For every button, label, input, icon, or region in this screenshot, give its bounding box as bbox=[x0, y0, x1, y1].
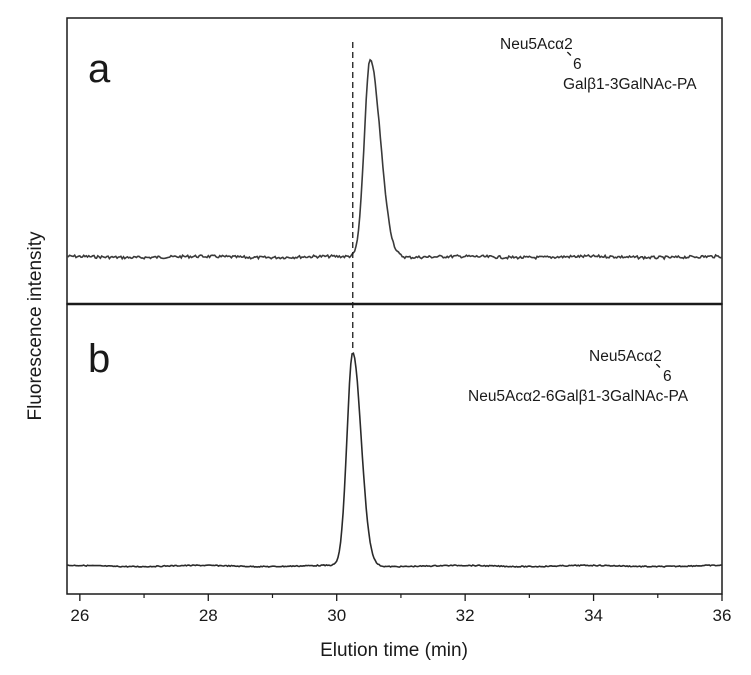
panel-a-structure-linkage-position: 6 bbox=[573, 56, 582, 73]
panel-a-frame bbox=[66, 17, 723, 305]
x-tick-label: 34 bbox=[584, 606, 603, 625]
x-tick-label: 30 bbox=[327, 606, 346, 625]
panel-b-structure-linkage-position: 6 bbox=[663, 368, 672, 385]
panel-a-letter: a bbox=[88, 47, 111, 91]
panel-a-trace bbox=[66, 58, 723, 261]
y-axis-title: Fluorescence intensity bbox=[25, 231, 46, 421]
x-tick-label: 32 bbox=[456, 606, 475, 625]
x-tick-label: 28 bbox=[199, 606, 218, 625]
panel-b-structure-linkage-mark: 、 bbox=[655, 354, 671, 371]
panel-a-structure-backbone: Galβ1-3GalNAc-PA bbox=[563, 76, 697, 93]
x-axis-title: Elution time (min) bbox=[320, 640, 468, 661]
panel-a-structure-branch: Neu5Acα2 bbox=[500, 36, 573, 53]
x-tick-label: 36 bbox=[713, 606, 732, 625]
panel-b-trace bbox=[66, 352, 723, 568]
panel-b-letter: b bbox=[88, 337, 110, 381]
x-tick-label: 26 bbox=[70, 606, 89, 625]
panel-a-structure-linkage-mark: 、 bbox=[566, 42, 582, 59]
x-axis-ticks: 26 28 30 32 34 36 bbox=[70, 594, 731, 625]
panel-b-structure-branch: Neu5Acα2 bbox=[589, 348, 662, 365]
panel-b-structure-backbone: Neu5Acα2-6Galβ1-3GalNAc-PA bbox=[468, 388, 689, 405]
